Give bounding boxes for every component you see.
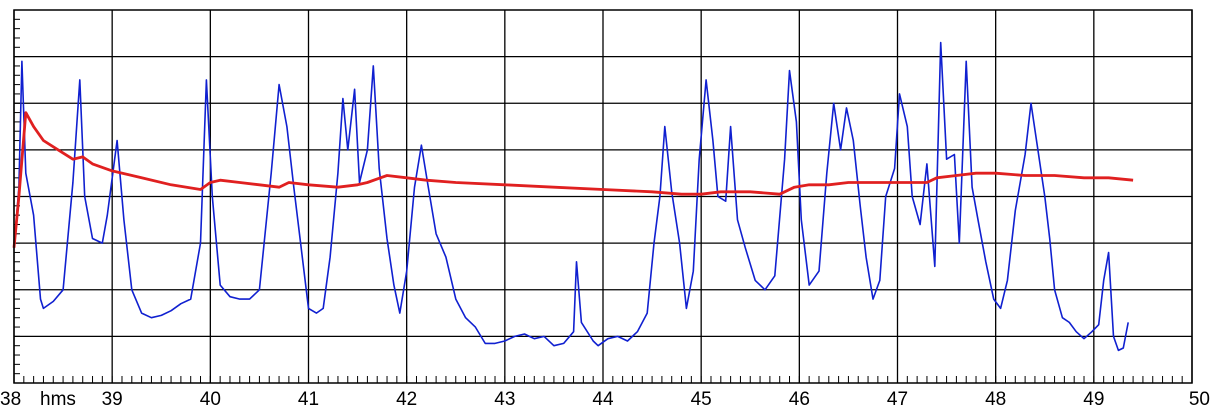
x-tick-label: 42 xyxy=(396,389,417,410)
x-tick-label: 47 xyxy=(887,389,908,410)
x-tick-label: 44 xyxy=(592,389,614,410)
x-tick-label: 48 xyxy=(985,389,1006,410)
x-tick-label: 50 xyxy=(1189,389,1210,410)
x-unit-label: hms xyxy=(40,389,76,410)
x-tick-label: 49 xyxy=(1083,389,1104,410)
x-tick-label: 43 xyxy=(494,389,515,410)
x-tick-label: 38 xyxy=(0,389,21,410)
plot-frame xyxy=(13,9,1193,384)
x-tick-labels: 38 39 40 41 42 43 44 45 46 47 48 49 50 xyxy=(0,389,1210,410)
series-line-2 xyxy=(12,111,1134,248)
series-line-1 xyxy=(13,41,1129,352)
x-tick-label: 45 xyxy=(691,389,712,410)
x-tick-label: 41 xyxy=(298,389,319,410)
x-tick-label: 46 xyxy=(789,389,810,410)
series-group xyxy=(12,41,1134,352)
x-tick-label: 39 xyxy=(102,389,123,410)
x-tick-label: 40 xyxy=(200,389,221,410)
